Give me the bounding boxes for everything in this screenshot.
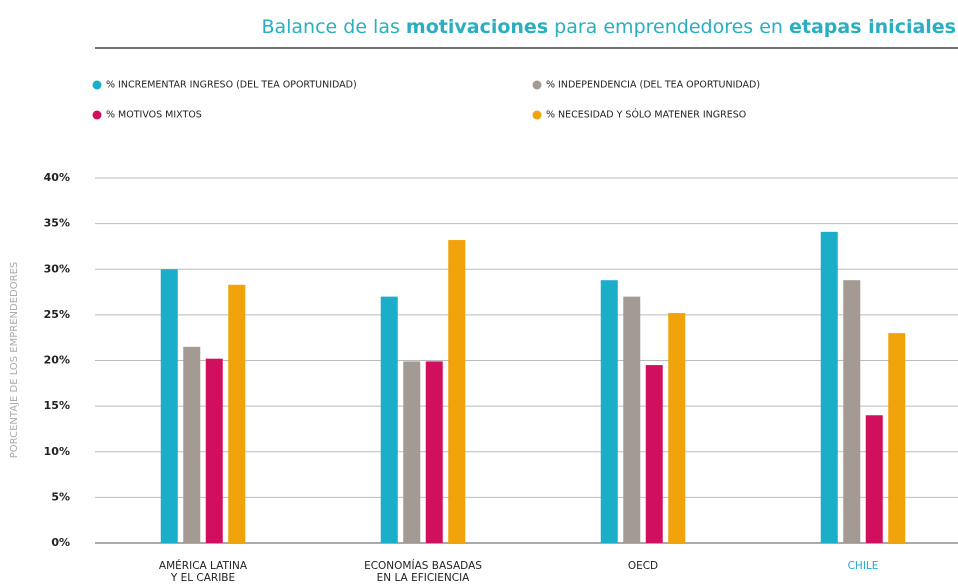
title-part: Balance de las [261,16,399,38]
legend-swatch [92,110,102,120]
x-tick-label: CHILE [848,560,879,572]
y-tick-label: 10% [44,445,70,458]
x-tick-label: AMÉRICA LATINA [159,559,248,572]
x-tick-label: Y EL CARIBE [170,572,235,584]
legend-swatch [532,110,542,120]
bar [668,313,686,543]
y-axis-label: PORCENTAJE DE LOS EMPRENDEDORES [9,262,20,459]
legend-label: % INDEPENDENCIA (DEL TEA OPORTUNIDAD) [546,80,760,91]
y-tick-label: 0% [51,536,70,549]
bar [645,365,663,543]
x-tick-label: OECD [628,560,658,572]
bar [380,296,398,543]
y-tick-label: 15% [44,399,70,412]
bar [600,280,618,543]
y-tick-label: 35% [44,217,70,230]
bar [888,333,906,543]
x-tick-label: EN LA EFICIENCIA [377,572,471,584]
bar [843,280,861,543]
y-tick-label: 25% [44,308,70,321]
bar [623,296,641,543]
legend-label: % NECESIDAD Y SÓLO MATENER INGRESO [546,109,746,121]
bar [820,231,838,543]
title-part: etapas iniciales [789,16,956,38]
x-tick-label: ECONOMÍAS BASADAS [364,559,482,572]
y-tick-label: 5% [51,490,70,503]
bar [448,240,466,544]
legend-swatch [532,80,542,90]
bar [403,361,421,543]
legend-swatch [92,80,102,90]
bar [205,358,223,543]
legend-label: % MOTIVOS MIXTOS [106,110,202,121]
legend-label: % INCREMENTAR INGRESO (DEL TEA OPORTUNID… [106,80,357,91]
title-part: para emprendedores en [554,16,783,38]
bar [183,346,201,543]
bar [425,361,443,543]
chart-title: Balance de las motivaciones para emprend… [261,16,956,38]
y-tick-label: 40% [44,171,70,184]
y-tick-label: 30% [44,262,70,275]
bar [228,284,246,543]
y-tick-label: 20% [44,354,70,367]
title-part: motivaciones [406,16,548,38]
bar [865,415,883,543]
bar [160,269,178,543]
